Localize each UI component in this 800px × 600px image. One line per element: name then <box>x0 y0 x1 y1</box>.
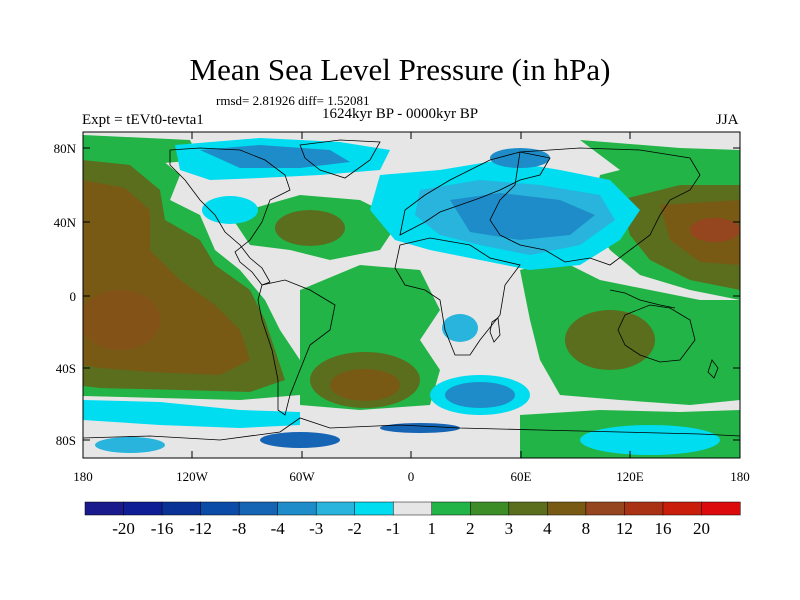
colorbar-label: 16 <box>654 519 671 538</box>
colorbar-label: -4 <box>271 519 286 538</box>
coast-australia <box>617 304 696 363</box>
pacific-core <box>83 290 160 350</box>
coast-europe <box>399 151 551 236</box>
y-tick-label: 0 <box>70 289 77 304</box>
y-tick-label: 40S <box>56 361 76 376</box>
y-tick-labels: 80N 40N 0 40S 80S <box>54 141 77 448</box>
colorbar-label: -2 <box>348 519 362 538</box>
colorbar-swatch <box>585 501 625 516</box>
colorbar-label: -3 <box>309 519 323 538</box>
arctic-green-west <box>83 135 200 165</box>
siberia-blue <box>490 148 550 168</box>
season-label: JJA <box>716 112 739 128</box>
colorbar-swatch <box>354 501 394 516</box>
x-tick-label: 60W <box>289 469 315 484</box>
arctic-green-east <box>580 140 740 180</box>
indian-ocean-olive <box>565 310 655 370</box>
colorbar-swatch <box>662 501 703 516</box>
south-atlantic-brown <box>330 369 400 401</box>
eurasia-blue-region <box>450 193 595 240</box>
y-tick-label: 80S <box>56 433 76 448</box>
x-tick-label: 0 <box>408 469 415 484</box>
stats-line: rmsd= 2.81926 diff= 1.52081 <box>216 93 370 108</box>
southern-ocean-blue <box>445 382 515 408</box>
axis-ticks <box>83 132 740 458</box>
west-pacific-core <box>690 218 740 242</box>
colorbar-swatch <box>200 501 240 516</box>
x-tick-labels: 180 120W 60W 0 60E 120E 180 <box>73 469 750 484</box>
pacific-brown-region <box>83 180 250 375</box>
x-tick-label: 60E <box>511 469 532 484</box>
colorbar-swatch <box>547 501 587 516</box>
coast-asia <box>489 147 701 266</box>
antarctic-blue-center <box>380 423 460 433</box>
colorbar-swatch <box>431 501 471 516</box>
period-label: 1624kyr BP - 0000kyr BP <box>322 106 479 122</box>
colorbar-label: -20 <box>112 519 135 538</box>
antarctic-lightblue-west <box>95 437 165 453</box>
colorbar-swatch <box>84 501 125 516</box>
colorbar-label: -12 <box>189 519 212 538</box>
colorbar-swatch <box>161 501 202 516</box>
coast-antarctica <box>83 417 740 441</box>
pressure-field <box>83 132 740 458</box>
colorbar-label: 12 <box>616 519 633 538</box>
colorbar-label: 20 <box>693 519 710 538</box>
x-tick-label: 120W <box>176 469 209 484</box>
coast-new-zealand <box>707 359 719 379</box>
antarctic-blue-west <box>260 432 340 448</box>
coast-africa <box>394 237 521 356</box>
colorbar-label: 1 <box>428 519 437 538</box>
colorbar-label: -8 <box>232 519 246 538</box>
colorbar-swatch <box>470 501 510 516</box>
antarctic-cyan-east <box>580 425 720 455</box>
colorbar-label: -1 <box>386 519 400 538</box>
coast-greenland <box>299 139 381 179</box>
colorbar-swatch <box>701 501 741 516</box>
south-africa-blue <box>442 314 478 342</box>
north-atlantic-olive <box>275 210 345 246</box>
x-tick-label: 120E <box>616 469 644 484</box>
colorbar-swatch <box>392 501 433 516</box>
y-tick-label: 40N <box>54 215 77 230</box>
x-tick-label: 180 <box>730 469 750 484</box>
y-tick-label: 80N <box>54 141 77 156</box>
colorbar-swatch <box>624 501 664 516</box>
colorbar-label: 4 <box>543 519 552 538</box>
experiment-label: Expt = tEVt0-tevta1 <box>82 112 204 128</box>
colorbar-label: 3 <box>505 519 514 538</box>
coast-madagascar <box>489 317 501 343</box>
colorbar-label: 8 <box>582 519 591 538</box>
colorbar-label: 2 <box>466 519 475 538</box>
coast-indonesia <box>609 289 676 309</box>
colorbar: -20 -16 -12 -8 -4 -3 -2 -1 1 2 3 4 8 12 16 20 <box>84 501 741 538</box>
colorbar-swatch <box>238 501 279 516</box>
coast-north-america <box>169 147 291 286</box>
colorbar-swatch <box>508 501 548 516</box>
colorbar-swatch <box>123 501 163 516</box>
colorbar-swatch <box>315 501 356 516</box>
antarctic-cyan-band <box>83 400 300 428</box>
x-tick-label: 180 <box>73 469 93 484</box>
coastlines <box>83 139 740 441</box>
colorbar-label: -16 <box>151 519 174 538</box>
map-title: Mean Sea Level Pressure (in hPa) <box>189 52 611 87</box>
colorbar-swatch <box>277 501 317 516</box>
coast-south-america <box>257 279 336 416</box>
north-america-blue <box>200 145 350 168</box>
